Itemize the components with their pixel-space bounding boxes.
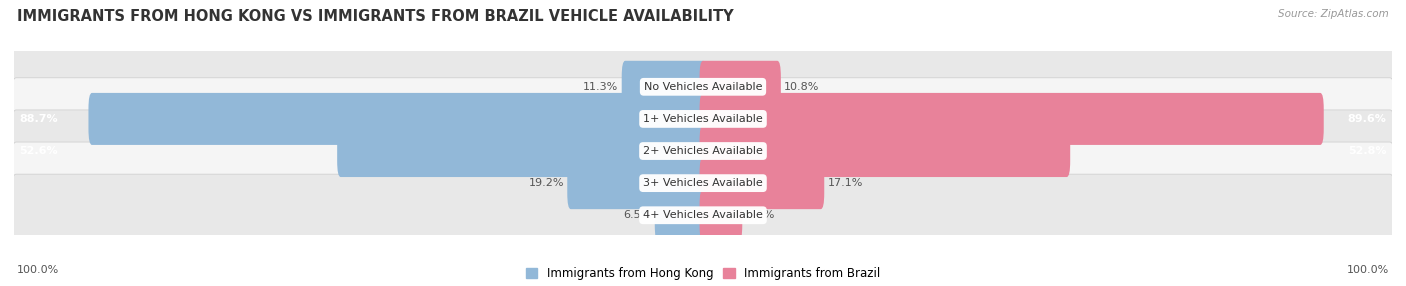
Text: 19.2%: 19.2%	[529, 178, 564, 188]
FancyBboxPatch shape	[567, 157, 706, 209]
FancyBboxPatch shape	[89, 93, 706, 145]
Text: 89.6%: 89.6%	[1347, 114, 1386, 124]
FancyBboxPatch shape	[700, 93, 1323, 145]
Text: 100.0%: 100.0%	[1347, 265, 1389, 275]
FancyBboxPatch shape	[700, 157, 824, 209]
Text: 52.8%: 52.8%	[1348, 146, 1386, 156]
FancyBboxPatch shape	[700, 189, 742, 241]
FancyBboxPatch shape	[11, 46, 1395, 128]
Text: 88.7%: 88.7%	[20, 114, 58, 124]
Text: 17.1%: 17.1%	[828, 178, 863, 188]
FancyBboxPatch shape	[655, 189, 706, 241]
FancyBboxPatch shape	[11, 78, 1395, 160]
Text: 6.5%: 6.5%	[623, 210, 651, 220]
FancyBboxPatch shape	[700, 125, 1070, 177]
Text: 52.6%: 52.6%	[20, 146, 58, 156]
FancyBboxPatch shape	[11, 174, 1395, 256]
FancyBboxPatch shape	[700, 61, 780, 113]
Text: 2+ Vehicles Available: 2+ Vehicles Available	[643, 146, 763, 156]
FancyBboxPatch shape	[11, 110, 1395, 192]
Text: 100.0%: 100.0%	[17, 265, 59, 275]
Text: 4+ Vehicles Available: 4+ Vehicles Available	[643, 210, 763, 220]
Text: No Vehicles Available: No Vehicles Available	[644, 82, 762, 92]
Legend: Immigrants from Hong Kong, Immigrants from Brazil: Immigrants from Hong Kong, Immigrants fr…	[526, 267, 880, 280]
Text: IMMIGRANTS FROM HONG KONG VS IMMIGRANTS FROM BRAZIL VEHICLE AVAILABILITY: IMMIGRANTS FROM HONG KONG VS IMMIGRANTS …	[17, 9, 734, 23]
Text: 1+ Vehicles Available: 1+ Vehicles Available	[643, 114, 763, 124]
Text: 10.8%: 10.8%	[785, 82, 820, 92]
FancyBboxPatch shape	[337, 125, 706, 177]
Text: 3+ Vehicles Available: 3+ Vehicles Available	[643, 178, 763, 188]
Text: 5.2%: 5.2%	[745, 210, 775, 220]
Text: Source: ZipAtlas.com: Source: ZipAtlas.com	[1278, 9, 1389, 19]
FancyBboxPatch shape	[621, 61, 706, 113]
FancyBboxPatch shape	[11, 142, 1395, 224]
Text: 11.3%: 11.3%	[583, 82, 619, 92]
